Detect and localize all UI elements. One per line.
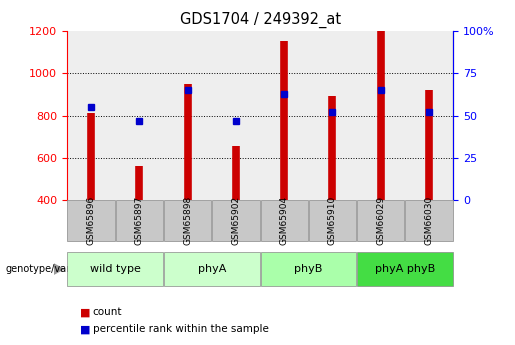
Text: GSM65898: GSM65898 xyxy=(183,196,192,245)
Text: GSM65896: GSM65896 xyxy=(87,196,96,245)
Text: ■: ■ xyxy=(80,307,90,317)
Text: GSM66030: GSM66030 xyxy=(424,196,434,245)
Polygon shape xyxy=(54,263,65,275)
Text: percentile rank within the sample: percentile rank within the sample xyxy=(93,325,269,334)
Title: GDS1704 / 249392_at: GDS1704 / 249392_at xyxy=(180,12,340,28)
Text: GSM66029: GSM66029 xyxy=(376,196,385,245)
Text: GSM65910: GSM65910 xyxy=(328,196,337,245)
Text: phyA phyB: phyA phyB xyxy=(375,264,435,274)
Text: GSM65902: GSM65902 xyxy=(231,196,241,245)
Text: count: count xyxy=(93,307,122,317)
Text: phyA: phyA xyxy=(198,264,226,274)
Text: wild type: wild type xyxy=(90,264,141,274)
Text: GSM65897: GSM65897 xyxy=(135,196,144,245)
Text: genotype/variation: genotype/variation xyxy=(5,264,98,274)
Text: phyB: phyB xyxy=(294,264,322,274)
Text: GSM65904: GSM65904 xyxy=(280,196,289,245)
Text: ■: ■ xyxy=(80,325,90,334)
